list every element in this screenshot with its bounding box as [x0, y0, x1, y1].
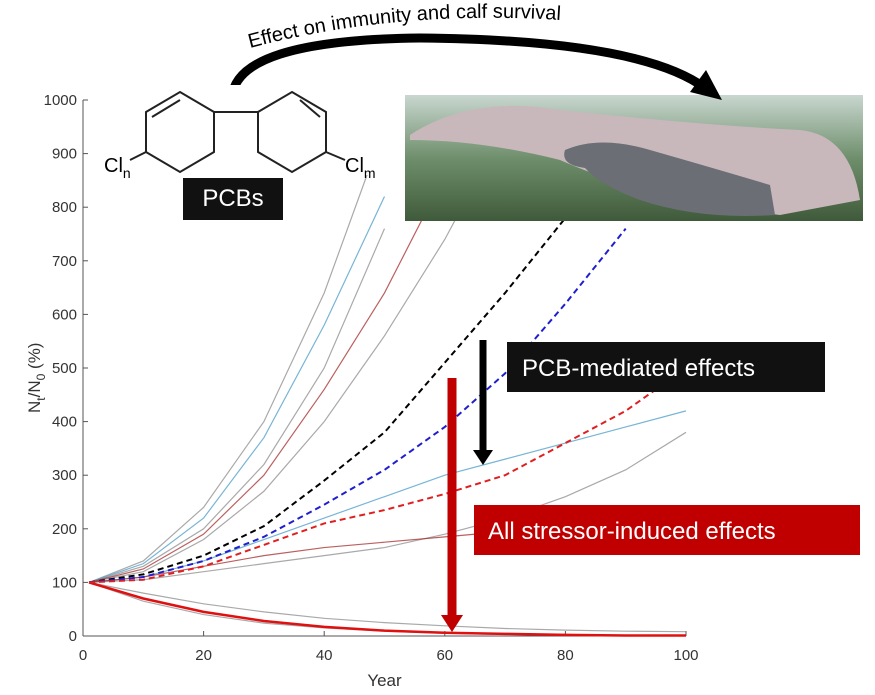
- y-tick-label: 600: [52, 306, 77, 323]
- y-tick-label: 0: [69, 628, 77, 645]
- y-tick-label: 900: [52, 146, 77, 163]
- y-tick-label: 400: [52, 414, 77, 431]
- y-tick-label: 300: [52, 467, 77, 484]
- y-label-part: t: [34, 397, 48, 401]
- cl: Cl: [104, 155, 123, 177]
- pcb-box: [183, 178, 283, 220]
- pcb-effect-box: [507, 342, 825, 392]
- y-tick-label: 100: [52, 574, 77, 591]
- dolphin-calf: [564, 142, 775, 216]
- series-line: [88, 581, 687, 633]
- x-tick-label: 0: [79, 647, 87, 664]
- stressor-box: [474, 505, 860, 555]
- stressor-label: All stressor-induced effects: [488, 518, 776, 545]
- series-line: [88, 228, 627, 584]
- y-tick-label: 200: [52, 521, 77, 538]
- series-line: [88, 581, 686, 637]
- series-line: [88, 367, 687, 584]
- series-line: [89, 431, 687, 583]
- y-label-part: 0: [34, 373, 48, 380]
- overlay: Effect on immunity and calf survival Cln…: [95, 1, 863, 632]
- series-line: [88, 174, 446, 583]
- y-tick-label: 500: [52, 360, 77, 377]
- y-label-part: N: [25, 401, 44, 413]
- arrow-head: [441, 615, 463, 632]
- x-tick-label: 20: [195, 647, 212, 664]
- x-tick-label: 80: [557, 647, 574, 664]
- x-tick-label: 40: [316, 647, 333, 664]
- y-tick-label: 800: [52, 199, 77, 216]
- cl-right: Clm: [345, 155, 376, 181]
- series-line: [88, 228, 386, 583]
- y-label-part: (%): [25, 343, 44, 374]
- series-line: [88, 410, 687, 583]
- series-line: [88, 126, 506, 583]
- cl: Cl: [345, 155, 364, 177]
- pcb-label: PCBs: [202, 185, 263, 212]
- series-line: [88, 581, 686, 637]
- series-line: [88, 126, 386, 583]
- x-axis-label: Year: [367, 671, 402, 690]
- pcb-effect-label: PCB-mediated effects: [522, 355, 755, 382]
- arrow-head: [690, 70, 722, 100]
- curved-arrow: [227, 33, 708, 99]
- series-line: [88, 217, 567, 584]
- cl-left: Cln: [104, 155, 131, 181]
- y-label-part: /N: [25, 380, 44, 397]
- y-axis-label: Nt/N0 (%): [25, 343, 48, 413]
- y-tick-label: 1000: [44, 92, 77, 109]
- cl-sub: n: [123, 165, 131, 181]
- x-tick-label: 60: [436, 647, 453, 664]
- y-tick-label: 700: [52, 253, 77, 270]
- x-tick-label: 100: [673, 647, 698, 664]
- arrow-head: [473, 450, 493, 465]
- molecule: [129, 90, 346, 174]
- cl-sub: m: [364, 165, 376, 181]
- series-line: [88, 196, 386, 583]
